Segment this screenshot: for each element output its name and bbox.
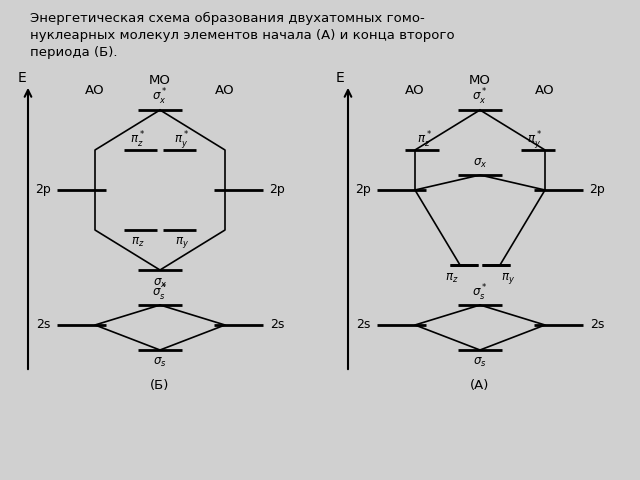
Text: АО: АО: [215, 84, 235, 96]
Text: МО: МО: [469, 73, 491, 86]
Text: АО: АО: [535, 84, 555, 96]
Text: 2p: 2p: [35, 183, 51, 196]
Text: $\pi_y^*$: $\pi_y^*$: [527, 129, 543, 151]
Text: $\pi_z$: $\pi_z$: [445, 272, 459, 285]
Text: 2p: 2p: [269, 183, 285, 196]
Text: $\sigma_s$: $\sigma_s$: [473, 356, 487, 369]
Text: $\pi_z^*$: $\pi_z^*$: [417, 130, 433, 150]
Text: $\sigma_x$: $\sigma_x$: [153, 276, 167, 289]
Text: 2s: 2s: [590, 319, 604, 332]
Text: 2s: 2s: [36, 319, 50, 332]
Text: E: E: [18, 71, 26, 85]
Text: $\sigma_x$: $\sigma_x$: [473, 156, 487, 169]
Text: АО: АО: [85, 84, 105, 96]
Text: $\sigma_s^*$: $\sigma_s^*$: [152, 283, 168, 303]
Text: $\pi_z$: $\pi_z$: [131, 236, 145, 249]
Text: $\sigma_x^*$: $\sigma_x^*$: [152, 87, 168, 107]
Text: Энергетическая схема образования двухатомных гомо-
нуклеарных молекул элементов : Энергетическая схема образования двухато…: [30, 12, 454, 59]
Text: $\pi_y^*$: $\pi_y^*$: [174, 129, 189, 151]
Text: $\pi_y$: $\pi_y$: [501, 271, 515, 286]
Text: $\sigma_s$: $\sigma_s$: [153, 356, 167, 369]
Text: $\sigma_x^*$: $\sigma_x^*$: [472, 87, 488, 107]
Text: 2s: 2s: [270, 319, 284, 332]
Text: $\pi_z^*$: $\pi_z^*$: [131, 130, 146, 150]
Text: МО: МО: [149, 73, 171, 86]
Text: 2p: 2p: [355, 183, 371, 196]
Text: АО: АО: [405, 84, 425, 96]
Text: (Б): (Б): [150, 379, 170, 392]
Text: $\sigma_s^*$: $\sigma_s^*$: [472, 283, 488, 303]
Text: 2s: 2s: [356, 319, 370, 332]
Text: E: E: [335, 71, 344, 85]
Text: 2p: 2p: [589, 183, 605, 196]
Text: (А): (А): [470, 379, 490, 392]
Text: $\pi_y$: $\pi_y$: [175, 235, 189, 250]
